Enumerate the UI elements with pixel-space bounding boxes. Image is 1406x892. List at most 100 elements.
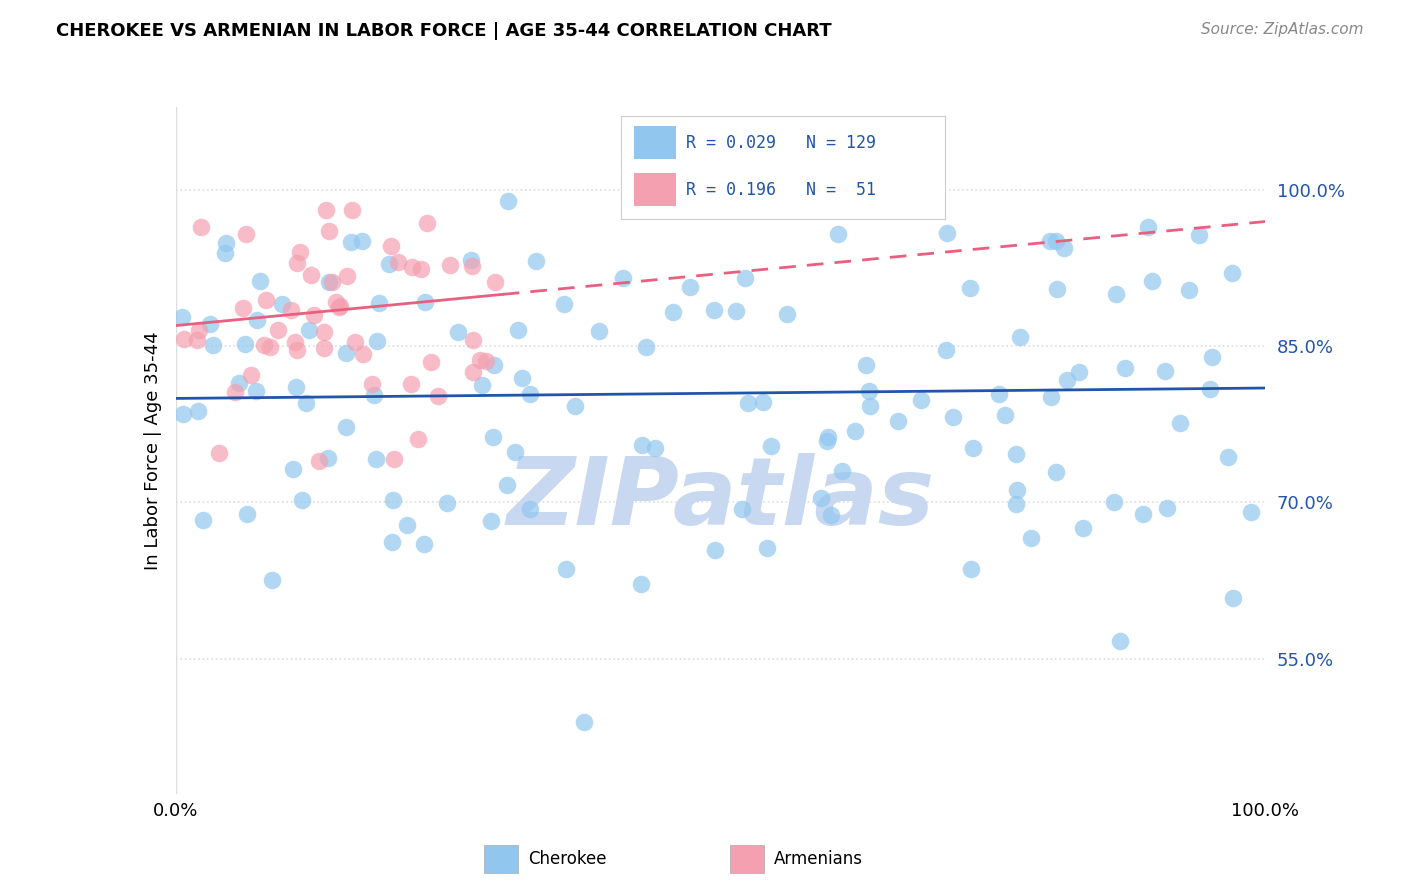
Point	[290, 244, 312, 259]
Point	[246, 313, 269, 327]
Point	[283, 462, 305, 476]
Point	[475, 353, 498, 368]
Point	[271, 296, 294, 310]
Point	[1156, 501, 1178, 516]
Text: CHEROKEE VS ARMENIAN IN LABOR FORCE | AGE 35-44 CORRELATION CHART: CHEROKEE VS ARMENIAN IN LABOR FORCE | AG…	[56, 22, 832, 40]
Point	[262, 574, 284, 588]
Point	[318, 275, 340, 289]
Point	[810, 491, 832, 506]
Point	[352, 346, 374, 360]
Point	[505, 445, 527, 459]
Point	[994, 408, 1017, 422]
Point	[1139, 88, 1161, 103]
Point	[703, 303, 725, 318]
Point	[496, 194, 519, 209]
FancyBboxPatch shape	[634, 173, 676, 206]
Point	[228, 376, 250, 390]
Point	[644, 441, 666, 455]
Point	[170, 310, 193, 324]
FancyBboxPatch shape	[730, 845, 765, 872]
Point	[1198, 382, 1220, 396]
Point	[630, 576, 652, 591]
Point	[380, 239, 402, 253]
Point	[436, 496, 458, 510]
Point	[202, 337, 225, 351]
Point	[387, 255, 409, 269]
Point	[1140, 274, 1163, 288]
Point	[325, 294, 347, 309]
Point	[734, 271, 756, 285]
Point	[335, 420, 357, 434]
Point	[1005, 483, 1028, 497]
Point	[363, 388, 385, 402]
Point	[298, 323, 321, 337]
Point	[381, 535, 404, 549]
Point	[704, 542, 727, 557]
Point	[384, 452, 406, 467]
Point	[988, 387, 1011, 401]
Point	[291, 493, 314, 508]
Point	[172, 407, 194, 421]
Point	[409, 262, 432, 277]
Point	[173, 332, 195, 346]
Point	[1222, 591, 1244, 606]
Point	[1045, 234, 1067, 248]
Point	[1102, 494, 1125, 508]
Point	[1067, 366, 1090, 380]
Point	[844, 424, 866, 438]
Point	[460, 253, 482, 268]
Point	[1137, 219, 1160, 234]
Point	[447, 325, 470, 339]
Point	[1108, 634, 1130, 648]
Point	[233, 337, 256, 351]
Point	[416, 216, 439, 230]
Text: Source: ZipAtlas.com: Source: ZipAtlas.com	[1201, 22, 1364, 37]
Point	[731, 502, 754, 516]
Point	[401, 260, 423, 275]
Point	[368, 295, 391, 310]
Point	[859, 399, 882, 413]
Point	[1004, 447, 1026, 461]
Point	[336, 269, 359, 284]
Point	[817, 430, 839, 444]
Point	[214, 246, 236, 260]
Point	[188, 323, 211, 337]
Point	[1153, 364, 1175, 378]
Point	[1071, 521, 1094, 535]
Point	[831, 464, 853, 478]
Point	[1188, 228, 1211, 243]
Point	[344, 334, 367, 349]
Point	[461, 334, 484, 348]
Point	[1178, 283, 1201, 297]
Point	[366, 334, 388, 348]
Point	[1040, 390, 1063, 404]
Point	[936, 226, 959, 240]
Point	[481, 514, 503, 528]
Point	[1021, 531, 1043, 545]
Point	[318, 224, 340, 238]
Point	[496, 477, 519, 491]
Point	[267, 323, 290, 337]
Point	[316, 450, 339, 465]
Text: R = 0.029   N = 129: R = 0.029 N = 129	[686, 134, 876, 152]
Point	[208, 446, 231, 460]
Point	[725, 303, 748, 318]
Point	[471, 378, 494, 392]
Point	[382, 492, 405, 507]
Point	[564, 399, 586, 413]
Point	[1053, 241, 1076, 255]
Point	[361, 376, 384, 391]
Point	[335, 346, 357, 360]
Point	[186, 333, 208, 347]
FancyBboxPatch shape	[634, 127, 676, 159]
Point	[1056, 373, 1078, 387]
Point	[328, 301, 350, 315]
Text: Armenians: Armenians	[773, 849, 863, 868]
Point	[508, 323, 530, 337]
Point	[439, 258, 461, 272]
Point	[679, 280, 702, 294]
Point	[910, 393, 932, 408]
Point	[1105, 287, 1128, 301]
Point	[519, 387, 541, 401]
Point	[287, 255, 309, 269]
